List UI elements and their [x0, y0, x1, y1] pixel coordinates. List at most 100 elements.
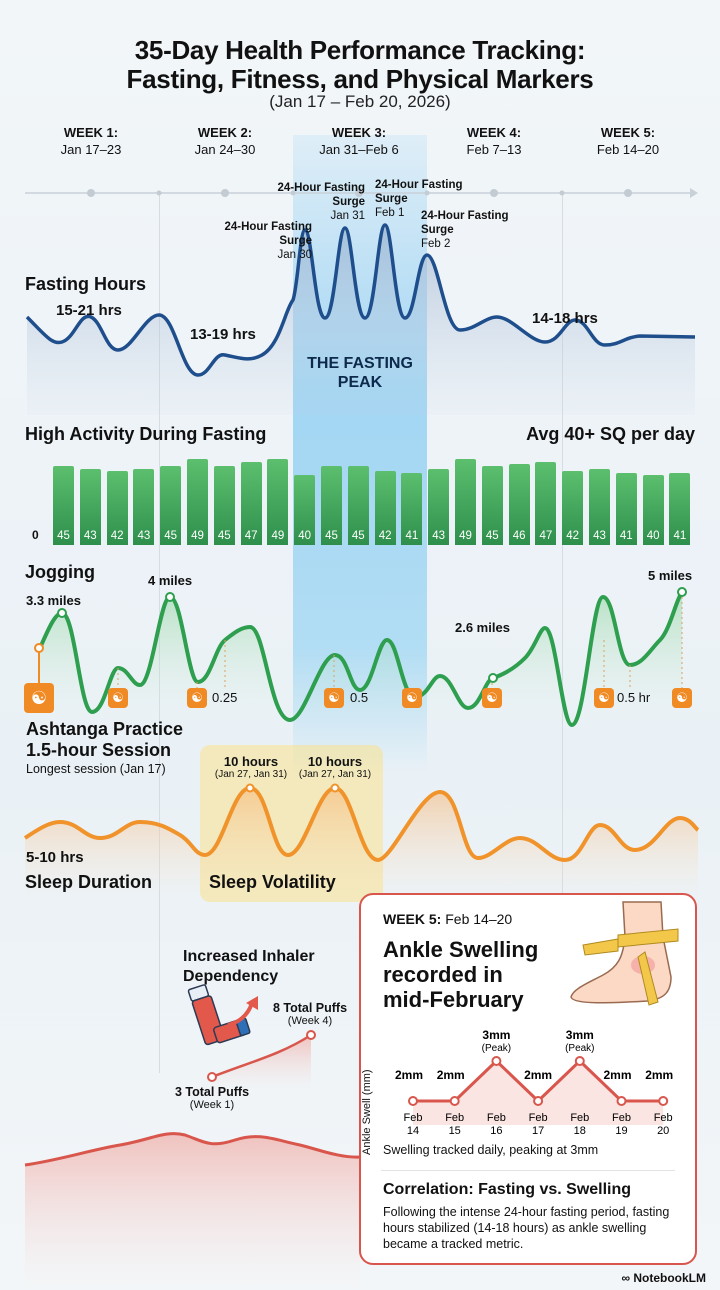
activity-bar-value: 46: [512, 529, 526, 542]
week-5-label: WEEK 5: Feb 14–20: [596, 125, 660, 157]
activity-bar: 40: [642, 474, 664, 545]
ankle-point: [616, 1096, 627, 1106]
inhaler-trend-line: [211, 1033, 312, 1079]
activity-bar-value: 42: [566, 529, 580, 542]
activity-bar: 43: [589, 469, 610, 545]
fasting-hours-label: Fasting Hours: [25, 274, 147, 294]
ankle-swelling-card: WEEK 5: Feb 14–20 Ankle Swelling recorded…: [359, 893, 697, 1265]
activity-bar: 43: [133, 469, 155, 545]
activity-bar-value: 42: [110, 529, 124, 542]
activity-bar: 46: [508, 464, 530, 545]
activity-bar-value: 49: [271, 529, 285, 542]
surge-annotation-jan31: 24-Hour Fasting Surge Jan 31: [277, 182, 365, 222]
activity-bar: 45: [213, 465, 235, 545]
activity-bar-value: 45: [57, 529, 70, 542]
ankle-area: [413, 1061, 664, 1125]
inhaler-title: Increased Inhaler Dependency: [183, 948, 315, 985]
activity-bar: 40: [294, 474, 316, 545]
yoga-icon: ☯: [594, 688, 614, 708]
activity-bar-value: 47: [244, 529, 258, 542]
activity-bar-value: 49: [191, 529, 204, 542]
ankle-data-label: 2mm: [603, 1068, 631, 1082]
activity-bar: 42: [562, 471, 584, 545]
surge-annotation-feb1: 24-Hour Fasting Surge Feb 1: [375, 179, 463, 219]
page-title: 35-Day Health Performance Tracking: Fasti…: [126, 35, 594, 94]
ashtanga-title: Ashtanga Practice 1.5-hour Session: [26, 719, 184, 760]
ankle-x-tick: Feb: [445, 1112, 464, 1124]
timeline-arrow: [690, 188, 698, 198]
inhaler-start-label: 3 Total Puffs (Week 1): [174, 1085, 250, 1111]
yoga-icon: ☯: [24, 683, 54, 713]
activity-bar-value: 40: [646, 529, 660, 542]
activity-bar: 43: [428, 469, 450, 545]
ankle-peak-note: (Peak): [482, 1043, 511, 1054]
activity-bar-value: 41: [405, 529, 419, 542]
sleep-duration-title: Sleep Duration: [25, 872, 153, 892]
ankle-caption: Swelling tracked daily, peaking at 3mm: [383, 1143, 599, 1157]
yoga-icon: ☯: [324, 688, 344, 708]
yoga-duration: 0.25: [212, 690, 238, 705]
sleep-peak-label: 10 hours (Jan 27, Jan 31): [298, 754, 372, 780]
fasting-peak-highlight: [293, 135, 427, 775]
rising-arrow-icon: [227, 1002, 254, 1027]
yoga-duration: 0.5 hr: [617, 690, 651, 705]
bottom-red-line: [24, 1132, 361, 1167]
activity-bar-value: 42: [378, 529, 392, 542]
activity-bar-value: 49: [459, 529, 472, 542]
ankle-point: [574, 1056, 585, 1066]
week-3-label: WEEK 3: Jan 31–Feb 6: [319, 125, 399, 157]
sleep-duration-line: [23, 785, 700, 863]
fasting-range-w1: 15-21 hrs: [56, 302, 122, 319]
activity-bar: 47: [535, 462, 557, 545]
jogging-line: [38, 590, 684, 728]
activity-bar: 41: [615, 472, 637, 545]
activity-bar-value: 40: [298, 529, 312, 542]
yoga-icon: ☯: [672, 688, 692, 708]
ankle-x-tick: 15: [449, 1125, 461, 1137]
activity-bar-value: 45: [325, 529, 338, 542]
jogging-area: [40, 592, 682, 725]
fasting-range-w45: 14-18 hrs: [532, 310, 598, 327]
inhaler-end-label: 8 Total Puffs (Week 4): [272, 1001, 348, 1027]
ankle-data-label: 2mm: [524, 1068, 552, 1082]
activity-bar-value: 45: [485, 529, 499, 542]
yoga-icon: ☯: [108, 688, 128, 708]
activity-bar: 42: [106, 471, 128, 545]
week-2-label: WEEK 2: Jan 24–30: [194, 125, 256, 157]
ankle-x-tick: 16: [490, 1125, 502, 1137]
jog-label-5: 5 miles: [648, 568, 693, 583]
inhaler-icon: [187, 984, 251, 1046]
jog-label-4: 4 miles: [148, 573, 193, 588]
ankle-data-label: 2mm: [645, 1068, 673, 1082]
activity-bar-value: 43: [432, 529, 446, 542]
ashtanga-note: Longest session (Jan 17): [26, 762, 166, 776]
fasting-range-w2: 13-19 hrs: [190, 326, 256, 343]
ankle-point: [658, 1096, 669, 1106]
week-4-label: WEEK 4: Feb 7–13: [466, 125, 522, 157]
jog-label-3-3: 3.3 miles: [26, 593, 81, 608]
ankle-x-tick: 20: [657, 1125, 669, 1137]
activity-bar: 45: [53, 465, 74, 545]
card-divider: [381, 1170, 675, 1171]
ankle-x-tick: Feb: [529, 1112, 548, 1124]
yoga-icon: ☯: [402, 688, 422, 708]
activity-bar: 45: [321, 465, 342, 545]
ankle-x-tick: 14: [407, 1125, 419, 1137]
jog-label-2-6: 2.6 miles: [455, 620, 510, 635]
activity-bar: 41: [401, 472, 423, 545]
ankle-peak-note: (Peak): [565, 1043, 594, 1054]
activity-bar-value: 43: [83, 529, 97, 542]
sleep-range: 5-10 hrs: [26, 849, 84, 866]
yoga-duration: 0.5: [350, 690, 369, 705]
activity-bar: 45: [481, 465, 503, 545]
activity-bar: 47: [240, 462, 262, 545]
activity-bar: 49: [455, 458, 476, 545]
fasting-area: [27, 225, 695, 415]
card-title: Ankle Swelling recorded in mid-February: [383, 937, 539, 1012]
ankle-data-label: 2mm: [395, 1068, 423, 1082]
correlation-title: Correlation: Fasting vs. Swelling: [383, 1181, 632, 1198]
fasting-peak-label: THE FASTING PEAK: [307, 355, 413, 391]
activity-bar: 45: [347, 465, 369, 545]
activity-bar-value: 45: [217, 529, 231, 542]
